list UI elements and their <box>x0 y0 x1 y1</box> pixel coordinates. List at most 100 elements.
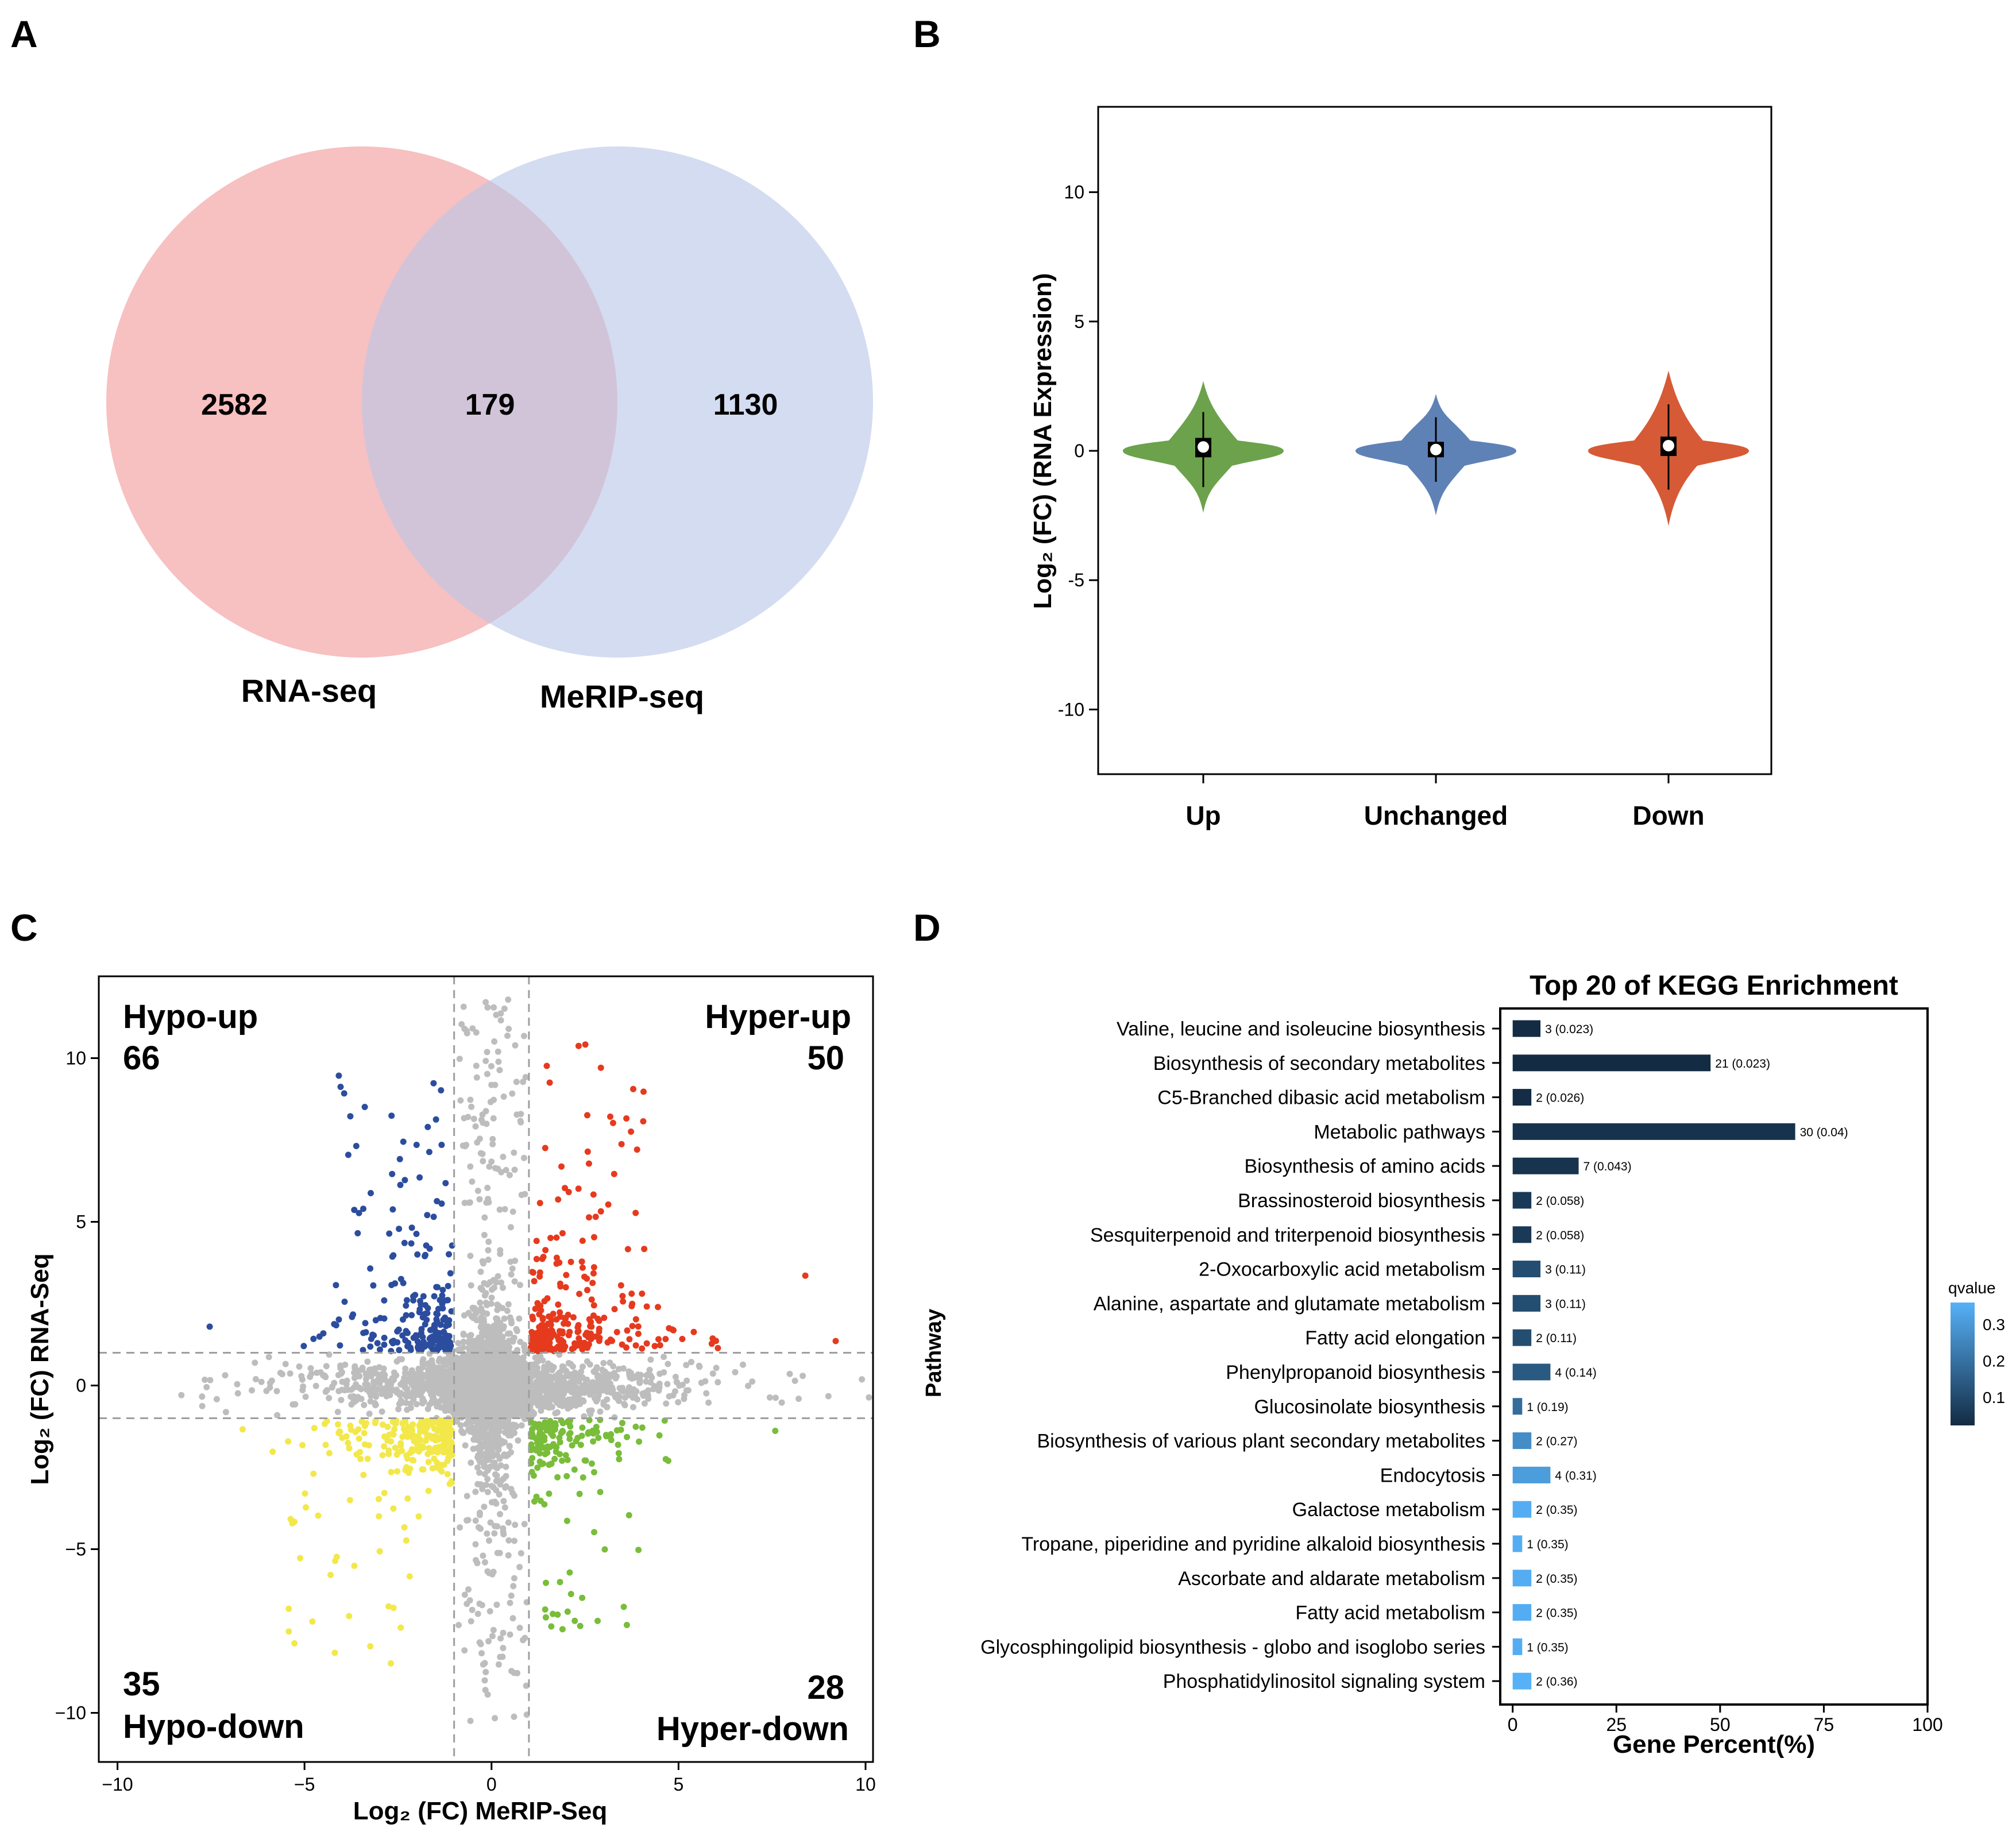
gene-point <box>534 1356 541 1363</box>
gene-point <box>496 1206 503 1213</box>
gene-point <box>489 1450 496 1456</box>
gene-point <box>511 1278 518 1285</box>
gene-point <box>749 1378 756 1385</box>
hyper-up-point <box>529 1331 536 1338</box>
hyper-up-point <box>533 1255 540 1262</box>
gene-point <box>630 1386 637 1393</box>
gene-point <box>484 1489 491 1495</box>
gene-point <box>495 1357 501 1364</box>
gene-point <box>499 1367 505 1374</box>
gene-point <box>600 1360 607 1366</box>
gene-point <box>481 1677 488 1684</box>
hypo-up-point <box>347 1113 354 1120</box>
hyper-up-point <box>604 1339 611 1346</box>
gene-point <box>485 1638 492 1645</box>
hyper-up-point <box>584 1344 590 1351</box>
gene-point <box>661 1354 667 1361</box>
gene-point <box>491 1390 497 1397</box>
gene-point <box>393 1358 400 1365</box>
hypo-up-point <box>388 1112 395 1119</box>
gene-point <box>495 1446 502 1453</box>
gene-point <box>563 1386 570 1393</box>
hypo-up-point <box>446 1251 452 1258</box>
gene-point <box>338 1386 345 1393</box>
gene-point <box>523 1682 530 1689</box>
gene-point <box>252 1359 258 1366</box>
gene-point <box>419 1400 426 1406</box>
gene-point <box>429 1400 436 1406</box>
gene-point <box>497 1653 504 1660</box>
gene-point <box>489 1141 496 1147</box>
hyper-up-point <box>640 1088 647 1095</box>
hyper-up-point <box>632 1316 639 1323</box>
gene-point <box>476 1196 483 1203</box>
gene-point <box>460 1003 467 1010</box>
hyper-up-point <box>558 1339 565 1346</box>
gene-point <box>499 1334 506 1340</box>
gene-point <box>485 1247 492 1254</box>
gene-point <box>492 1715 499 1722</box>
hyper-up-point <box>588 1323 595 1330</box>
gene-point <box>323 1363 330 1370</box>
hypo-up-point <box>390 1338 397 1344</box>
gene-point <box>472 1394 478 1401</box>
gene-point <box>466 1333 473 1339</box>
hyper-up-point <box>590 1264 597 1271</box>
hypo-up-point <box>416 1174 423 1181</box>
hypo-up-point <box>423 1316 430 1323</box>
hyper-up-point <box>590 1270 597 1277</box>
gene-point <box>491 1096 497 1103</box>
gene-point <box>348 1401 355 1408</box>
gene-point <box>508 1449 514 1456</box>
hyper-up-point <box>586 1316 593 1323</box>
gene-point <box>491 1339 498 1346</box>
gene-point <box>459 1403 466 1410</box>
hyper-up-point <box>553 1254 560 1261</box>
hypo-up-point <box>434 1198 441 1204</box>
gene-point <box>559 1367 566 1374</box>
gene-point <box>511 1334 517 1341</box>
gene-point <box>213 1396 220 1402</box>
hypo-up-point <box>395 1326 402 1333</box>
hypo-up-point <box>403 1302 410 1309</box>
gene-point <box>467 1096 474 1103</box>
hyper-up-point <box>539 1315 546 1321</box>
gene-point <box>490 1115 497 1122</box>
gene-point <box>458 1428 465 1435</box>
hypo-down-point <box>381 1443 388 1450</box>
gene-point <box>685 1387 692 1394</box>
gene-point <box>641 1400 648 1407</box>
hypo-up-point <box>349 1313 356 1320</box>
violin-plot-frame <box>1097 106 1772 775</box>
gene-point <box>397 1397 404 1404</box>
gene-point <box>800 1373 806 1379</box>
gene-point <box>634 1396 641 1403</box>
gene-point <box>469 1178 476 1185</box>
gene-point <box>491 1004 497 1011</box>
gene-point <box>478 1321 485 1328</box>
hyper-up-point <box>626 1336 633 1343</box>
hyper-up-point <box>531 1278 538 1285</box>
hyper-up-point <box>662 1336 669 1343</box>
gene-point <box>469 1606 476 1613</box>
gene-point <box>548 1362 554 1369</box>
gene-point <box>464 1379 470 1386</box>
gene-point <box>498 1169 505 1176</box>
gene-point <box>511 1713 517 1720</box>
hypo-up-point <box>422 1302 429 1309</box>
gene-point <box>473 1557 479 1564</box>
gene-point <box>580 1398 587 1405</box>
gene-point <box>597 1408 604 1415</box>
gene-point <box>479 1111 486 1118</box>
gene-point <box>530 1394 536 1401</box>
gene-point <box>489 1571 496 1578</box>
gene-point <box>512 1422 519 1429</box>
hyper-up-point <box>575 1185 582 1192</box>
gene-point <box>501 1315 508 1322</box>
gene-point <box>509 1208 516 1215</box>
gene-point <box>497 1250 504 1257</box>
gene-point <box>581 1389 588 1396</box>
gene-point <box>488 1330 495 1337</box>
gene-point <box>493 1323 500 1330</box>
gene-point <box>222 1409 229 1416</box>
